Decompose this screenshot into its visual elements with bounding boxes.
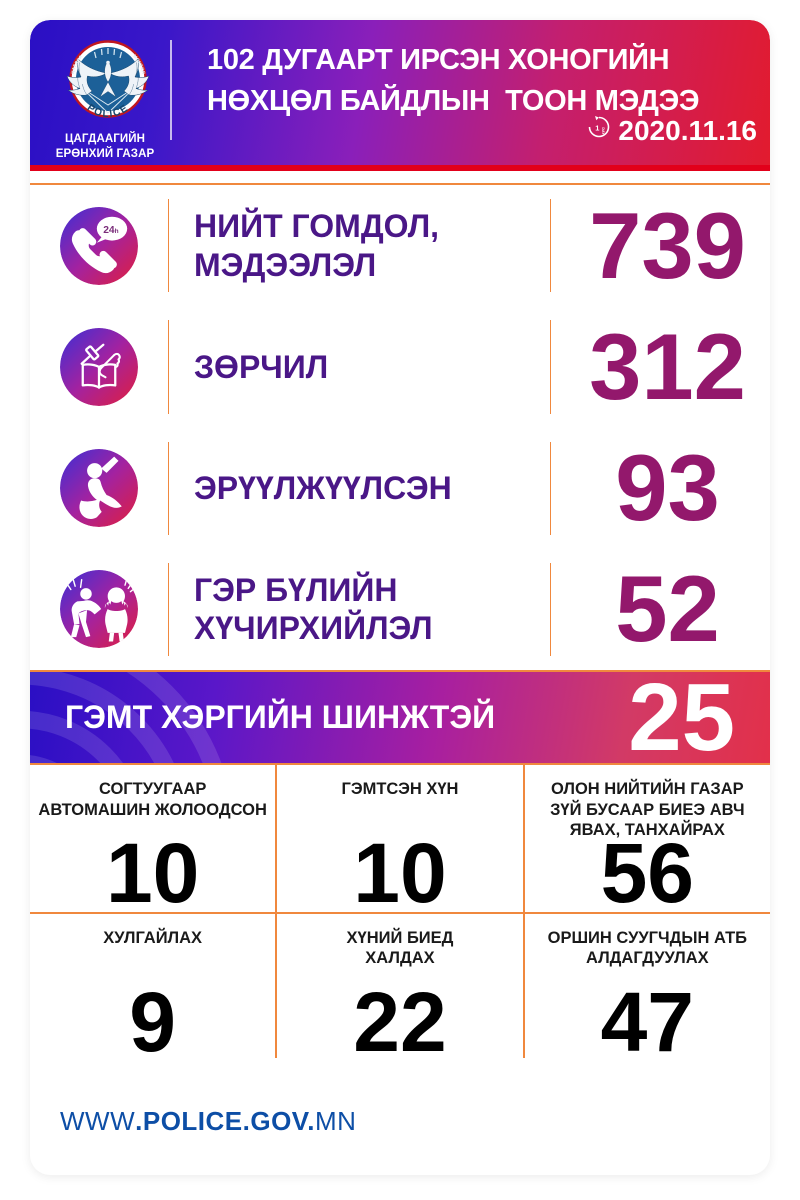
svg-text:DAY: DAY	[601, 127, 605, 135]
svg-text:1: 1	[596, 124, 600, 133]
